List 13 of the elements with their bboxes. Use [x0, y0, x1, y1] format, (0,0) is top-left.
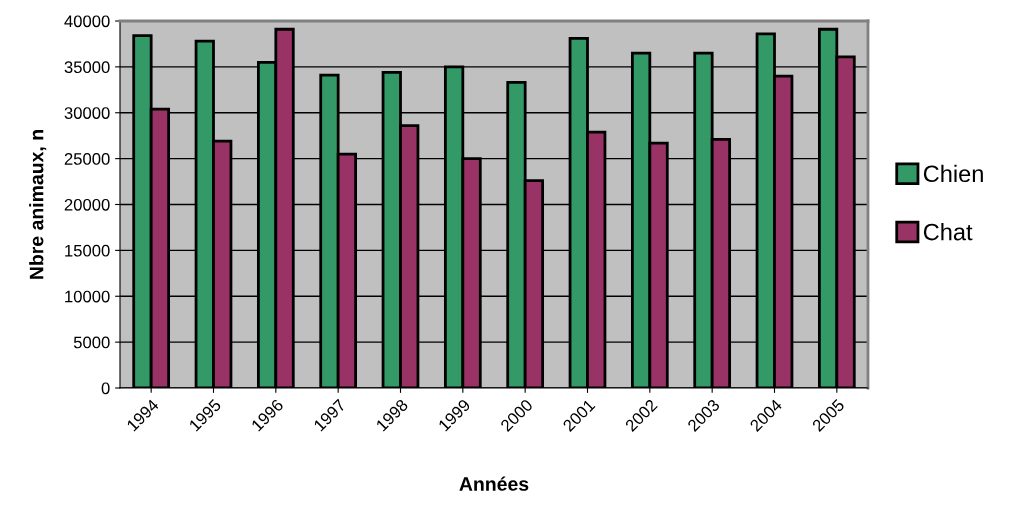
y-tick-label: 40000	[64, 15, 110, 28]
x-axis-title: Années	[459, 476, 529, 491]
y-tick-label: 5000	[73, 336, 110, 349]
y-tick-label: 10000	[65, 290, 110, 303]
y-tick-label: 35000	[64, 61, 110, 74]
y-axis-title: Nbre animaux, n	[29, 130, 47, 279]
y-tick-label: 15000	[65, 244, 110, 257]
y-tick-label: 25000	[64, 153, 110, 165]
legend-label: Chien	[923, 164, 983, 183]
legend-label: Chat	[923, 223, 973, 241]
y-tick-label: 20000	[64, 198, 110, 211]
y-tick-label: 0	[101, 382, 110, 395]
y-tick-label: 30000	[64, 107, 110, 119]
